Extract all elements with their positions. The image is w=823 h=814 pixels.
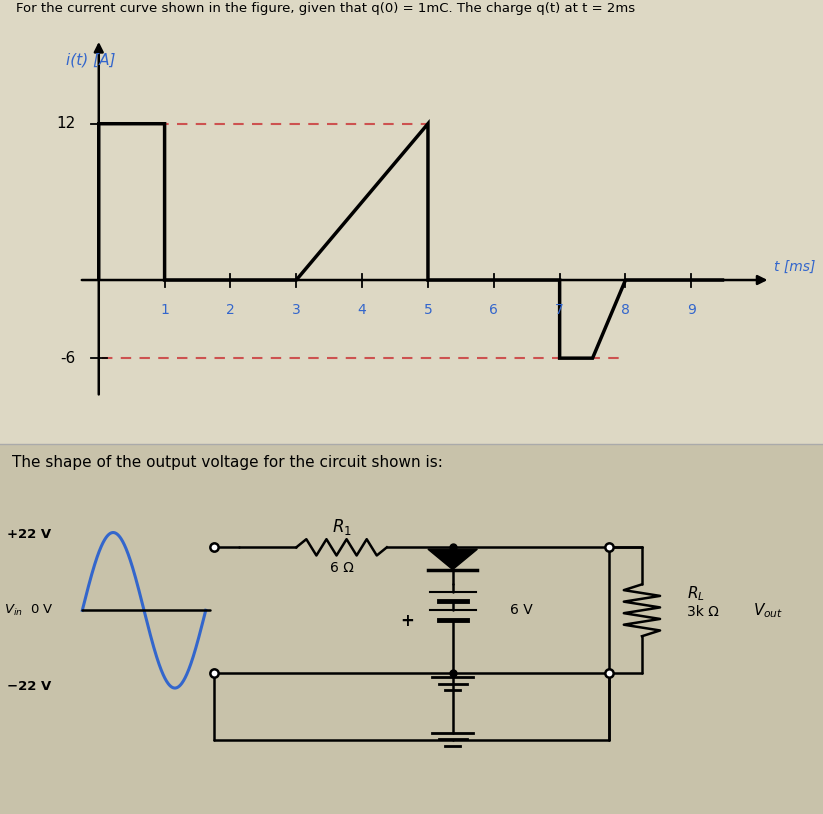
Text: 7: 7 — [556, 304, 564, 317]
Text: 5: 5 — [424, 304, 432, 317]
Text: 2: 2 — [226, 304, 235, 317]
Text: 8: 8 — [621, 304, 630, 317]
Polygon shape — [428, 549, 477, 570]
Text: 9: 9 — [687, 304, 695, 317]
Text: $R_L$: $R_L$ — [687, 584, 705, 603]
Text: 1: 1 — [160, 304, 169, 317]
Text: For the current curve shown in the figure, given that q(0) = 1mC. The charge q(t: For the current curve shown in the figur… — [16, 2, 635, 15]
Text: 6: 6 — [490, 304, 498, 317]
Text: 3k Ω: 3k Ω — [687, 605, 719, 619]
Text: $R_1$: $R_1$ — [332, 517, 351, 537]
Text: −22 V: −22 V — [7, 680, 51, 693]
Text: $V_{in}$  0 V: $V_{in}$ 0 V — [4, 602, 54, 618]
Text: t [ms]: t [ms] — [774, 260, 815, 274]
Text: i(t) [A]: i(t) [A] — [66, 52, 115, 67]
Text: +22 V: +22 V — [7, 527, 51, 540]
Text: 4: 4 — [358, 304, 366, 317]
Text: 6 Ω: 6 Ω — [329, 561, 354, 575]
Text: -6: -6 — [60, 351, 76, 365]
Text: The shape of the output voltage for the circuit shown is:: The shape of the output voltage for the … — [12, 455, 444, 470]
Text: 3: 3 — [292, 304, 300, 317]
Text: 6 V: 6 V — [510, 603, 533, 617]
Text: 12: 12 — [57, 116, 76, 131]
Text: $V_{out}$: $V_{out}$ — [753, 601, 783, 619]
Text: +: + — [401, 612, 414, 630]
